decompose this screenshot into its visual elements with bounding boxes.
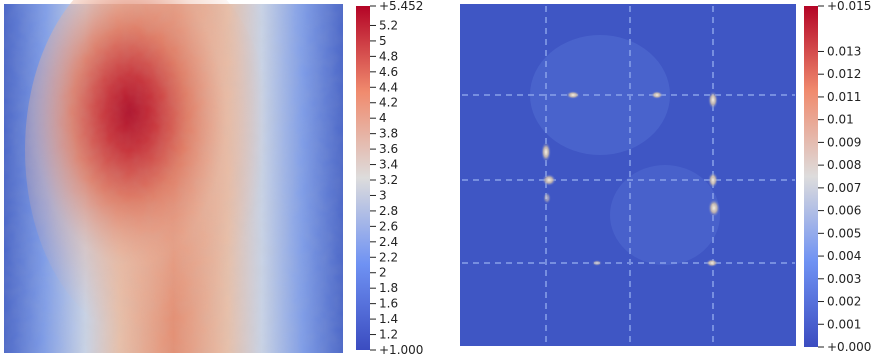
colorbar-tick-label: 3.8 [379, 127, 398, 141]
colorbar-tick-label: 0.013 [827, 44, 861, 58]
colorbar-max-label: +5.452 [379, 0, 423, 13]
colorbar-tick-label: 2.4 [379, 235, 398, 249]
colorbar-tick-label: 1.6 [379, 297, 398, 311]
colorbar-tick-label: 0.011 [827, 90, 861, 104]
colorbar-tick-label: 4.4 [379, 80, 398, 94]
colorbar-tick-label: 0.001 [827, 317, 861, 331]
colorbar-gradient [804, 6, 818, 347]
colorbar-tick-label: 3.6 [379, 142, 398, 156]
right-colorbar: +0.015 0.013 0.012 0.011 0.01 0.009 0.008 0.007… [804, 0, 871, 354]
colorbar-max-label: +0.015 [827, 0, 871, 13]
colorbar-tick-label: 0.006 [827, 204, 861, 218]
colorbar-tick-label: 0.007 [827, 181, 861, 195]
colorbar-tick-label: 0.01 [827, 113, 854, 127]
colorbar-min-label: +0.000 [827, 340, 871, 354]
colorbar-tick-label: 3.4 [379, 158, 398, 172]
hotspots [541, 91, 720, 267]
colorbar-tick-label: 0.009 [827, 135, 861, 149]
colorbar-tick-label: 0.005 [827, 226, 861, 240]
colorbar-tick-label: 0.003 [827, 272, 861, 286]
colorbar-min-label: +1.000 [379, 343, 423, 357]
colorbar-tick-label: 1.2 [379, 328, 398, 342]
colorbar-tick-label: 4.2 [379, 96, 398, 110]
colorbar-tick-label: 2.8 [379, 204, 398, 218]
colorbar-tick-label: 2.6 [379, 219, 398, 233]
colorbar-tick-label: 3.2 [379, 173, 398, 187]
right-field-plot [460, 4, 796, 346]
colorbar-tick-label: 1.8 [379, 281, 398, 295]
colorbar-tick-label: 0.008 [827, 158, 861, 172]
left-colorbar: +5.4525.254.84.64.44.243.83.63.43.232.82… [356, 0, 423, 357]
colorbar-tick-label: 4.6 [379, 65, 398, 79]
colorbar-tick-label: 2 [379, 266, 387, 280]
colorbar-tick-label: 5.2 [379, 18, 398, 32]
left-field-plot [4, 0, 343, 353]
colorbar-tick-label: 2.2 [379, 250, 398, 264]
colorbar-tick-label: 0.002 [827, 295, 861, 309]
colorbar-tick-label: 4.8 [379, 49, 398, 63]
colorbar-tick-label: 4 [379, 111, 387, 125]
colorbar-tick-label: 3 [379, 188, 387, 202]
colorbar-tick-label: 0.004 [827, 249, 861, 263]
colorbar-gradient [356, 6, 370, 350]
colorbar-tick-label: 5 [379, 34, 387, 48]
colorbar-tick-label: 1.4 [379, 312, 398, 326]
colorbar-tick-label: 0.012 [827, 67, 861, 81]
